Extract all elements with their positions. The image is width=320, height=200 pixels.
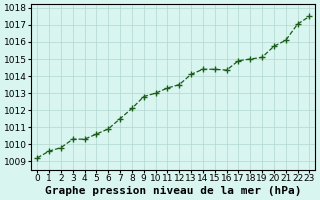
X-axis label: Graphe pression niveau de la mer (hPa): Graphe pression niveau de la mer (hPa) xyxy=(45,186,301,196)
